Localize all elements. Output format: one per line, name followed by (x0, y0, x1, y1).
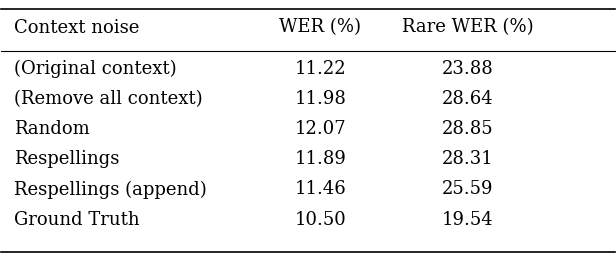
Text: Respellings (append): Respellings (append) (14, 180, 206, 199)
Text: 12.07: 12.07 (294, 120, 346, 138)
Text: Respellings: Respellings (14, 150, 119, 168)
Text: Context noise: Context noise (14, 18, 139, 36)
Text: 11.22: 11.22 (294, 60, 346, 78)
Text: Rare WER (%): Rare WER (%) (402, 18, 533, 36)
Text: 25.59: 25.59 (442, 181, 493, 199)
Text: WER (%): WER (%) (279, 18, 361, 36)
Text: 10.50: 10.50 (294, 210, 346, 229)
Text: 28.64: 28.64 (442, 90, 493, 108)
Text: (Original context): (Original context) (14, 60, 176, 78)
Text: (Remove all context): (Remove all context) (14, 90, 202, 108)
Text: 28.85: 28.85 (442, 120, 493, 138)
Text: 28.31: 28.31 (442, 150, 493, 168)
Text: 11.98: 11.98 (294, 90, 346, 108)
Text: Random: Random (14, 120, 89, 138)
Text: Ground Truth: Ground Truth (14, 210, 139, 229)
Text: 11.89: 11.89 (294, 150, 346, 168)
Text: 19.54: 19.54 (442, 210, 493, 229)
Text: 23.88: 23.88 (442, 60, 493, 78)
Text: 11.46: 11.46 (294, 181, 346, 199)
